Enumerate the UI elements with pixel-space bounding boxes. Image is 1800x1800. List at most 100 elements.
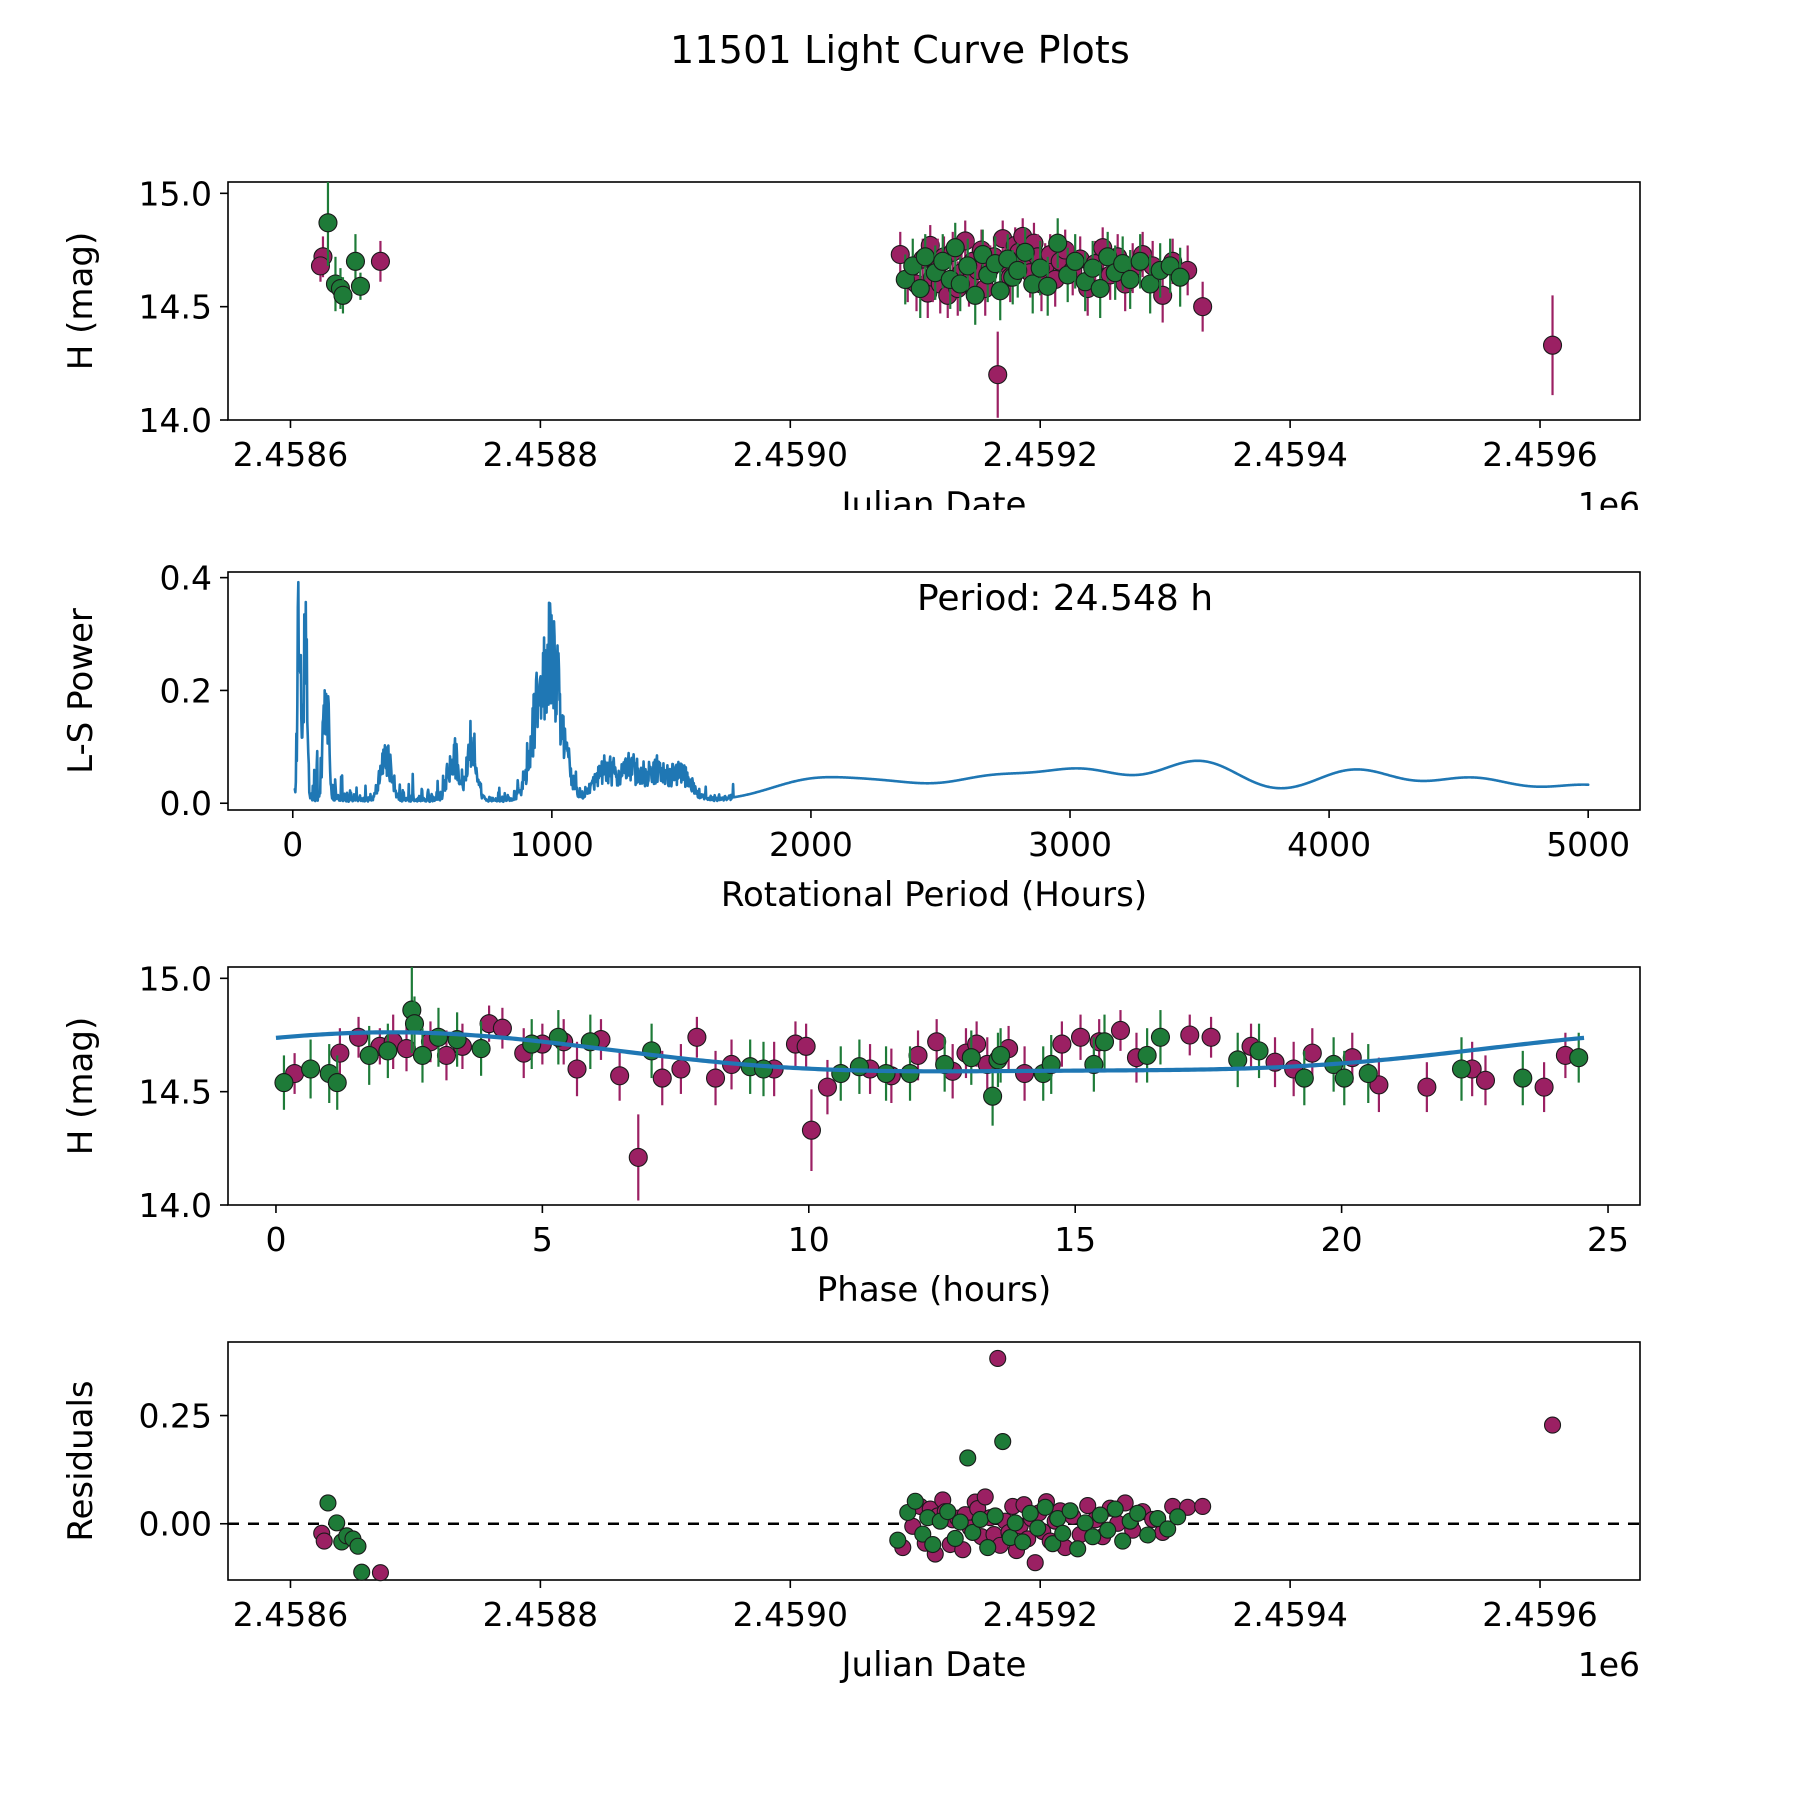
data-point bbox=[370, 251, 390, 271]
x-tick-label: 2.4596 bbox=[1482, 435, 1597, 474]
panel-lomb-scargle: 0 1000 2000 3000 4000 5000 0.0 0.2 0.4 L-S Power R… bbox=[0, 560, 1800, 920]
figure-title: 11501 Light Curve Plots bbox=[669, 28, 1131, 72]
x-tick-label: 25 bbox=[1587, 1220, 1629, 1259]
data-point bbox=[990, 281, 1010, 301]
residuals-plot: 2.4586 2.4588 2.4590 2.4592 2.4594 2.4596 0.00… bbox=[61, 1341, 1641, 1685]
x-tick-label: 2.4592 bbox=[982, 435, 1097, 474]
data-point bbox=[1030, 258, 1050, 278]
data-point bbox=[345, 251, 366, 271]
data-point bbox=[950, 274, 970, 294]
data-point bbox=[1534, 1077, 1554, 1097]
data-point bbox=[274, 1073, 294, 1093]
data-point bbox=[1228, 1050, 1248, 1070]
data-point bbox=[1038, 276, 1058, 296]
x-tick-label: 10 bbox=[788, 1220, 830, 1259]
data-point bbox=[492, 1018, 512, 1038]
phase-folded-plot: 0 5 10 15 20 25 14.0 14.5 15.0 H (mag) Phase (hour… bbox=[61, 959, 1641, 1310]
data-point bbox=[1139, 1526, 1157, 1544]
x-axis-title: Rotational Period (Hours) bbox=[721, 875, 1147, 915]
data-point bbox=[1149, 1510, 1167, 1528]
data-point bbox=[1130, 251, 1150, 271]
data-point bbox=[1201, 1027, 1221, 1047]
data-point bbox=[412, 1045, 433, 1065]
data-point bbox=[1114, 1532, 1132, 1550]
data-point bbox=[1137, 1045, 1157, 1065]
data-point bbox=[1294, 1068, 1314, 1088]
data-point bbox=[1083, 258, 1103, 278]
data-point bbox=[671, 1059, 691, 1079]
data-point bbox=[988, 365, 1008, 385]
data-point bbox=[1417, 1077, 1437, 1097]
fourier-fit-curve bbox=[275, 1030, 1585, 1074]
data-point bbox=[933, 251, 953, 271]
data-point bbox=[310, 256, 331, 276]
data-point bbox=[349, 1537, 367, 1555]
data-point bbox=[328, 1514, 346, 1532]
y-axis-title: H (mag) bbox=[61, 232, 101, 370]
data-point bbox=[983, 1086, 1003, 1106]
data-point bbox=[889, 1531, 907, 1549]
data-point bbox=[378, 1041, 398, 1061]
data-point bbox=[849, 1057, 869, 1077]
data-point bbox=[1475, 1070, 1496, 1090]
data-point bbox=[330, 1043, 350, 1063]
x-tick-label: 2.4588 bbox=[483, 435, 598, 474]
data-point bbox=[1169, 1508, 1187, 1526]
data-point bbox=[319, 1494, 337, 1512]
data-point bbox=[958, 256, 978, 276]
data-point bbox=[1129, 1504, 1147, 1522]
x-tick-label: 2.4590 bbox=[733, 1595, 848, 1634]
data-point bbox=[1249, 1041, 1269, 1061]
data-point bbox=[705, 1068, 726, 1088]
data-point bbox=[567, 1059, 587, 1079]
data-point bbox=[1120, 269, 1140, 290]
y-tick-label: 0.25 bbox=[139, 1397, 212, 1436]
data-point bbox=[1029, 1519, 1047, 1537]
data-point bbox=[1015, 1063, 1035, 1084]
data-point bbox=[1090, 278, 1110, 299]
data-point bbox=[687, 1027, 707, 1047]
data-point bbox=[371, 1564, 389, 1582]
data-point bbox=[961, 1048, 981, 1068]
data-point bbox=[471, 1039, 491, 1059]
data-point bbox=[1021, 1504, 1039, 1522]
x-tick-label: 0 bbox=[265, 1220, 286, 1259]
data-point bbox=[628, 1147, 648, 1167]
y-axis-title: L-S Power bbox=[61, 608, 101, 774]
data-point bbox=[1542, 335, 1563, 355]
x-axis-title: Julian Date bbox=[840, 1645, 1027, 1685]
data-point bbox=[333, 285, 353, 305]
data-point bbox=[404, 1014, 425, 1034]
data-point bbox=[1094, 1032, 1115, 1052]
residuals-frame bbox=[227, 1341, 1641, 1581]
data-point bbox=[327, 1073, 347, 1093]
y-tick-label: 0.0 bbox=[160, 784, 212, 823]
x-tick-label: 0 bbox=[282, 825, 303, 864]
data-point bbox=[994, 1432, 1012, 1451]
data-point bbox=[1091, 1506, 1109, 1524]
data-point bbox=[353, 1563, 371, 1581]
data-point bbox=[1180, 1025, 1200, 1045]
lightcurve-frame bbox=[227, 181, 1641, 421]
x-axis-offset-text: 1e6 bbox=[1578, 485, 1640, 510]
panel-phase-folded: 0 5 10 15 20 25 14.0 14.5 15.0 H (mag) Phase (hour… bbox=[0, 955, 1800, 1315]
x-tick-label: 2.4586 bbox=[233, 1595, 348, 1634]
data-point bbox=[908, 1045, 928, 1065]
data-point bbox=[1014, 1533, 1032, 1551]
data-point bbox=[1070, 1027, 1091, 1047]
phase-frame bbox=[227, 966, 1641, 1206]
data-point bbox=[1015, 242, 1035, 262]
data-point bbox=[924, 1535, 942, 1554]
data-point bbox=[946, 1529, 964, 1548]
data-point bbox=[318, 213, 338, 233]
data-point bbox=[1193, 297, 1213, 317]
data-point bbox=[1061, 1502, 1079, 1520]
data-point bbox=[1006, 1514, 1024, 1532]
x-tick-label: 2.4586 bbox=[233, 435, 348, 474]
data-point bbox=[1065, 251, 1085, 271]
data-point bbox=[986, 1507, 1004, 1525]
data-point bbox=[979, 1538, 997, 1557]
x-tick-label: 2.4594 bbox=[1232, 1595, 1347, 1634]
data-point bbox=[915, 247, 935, 267]
